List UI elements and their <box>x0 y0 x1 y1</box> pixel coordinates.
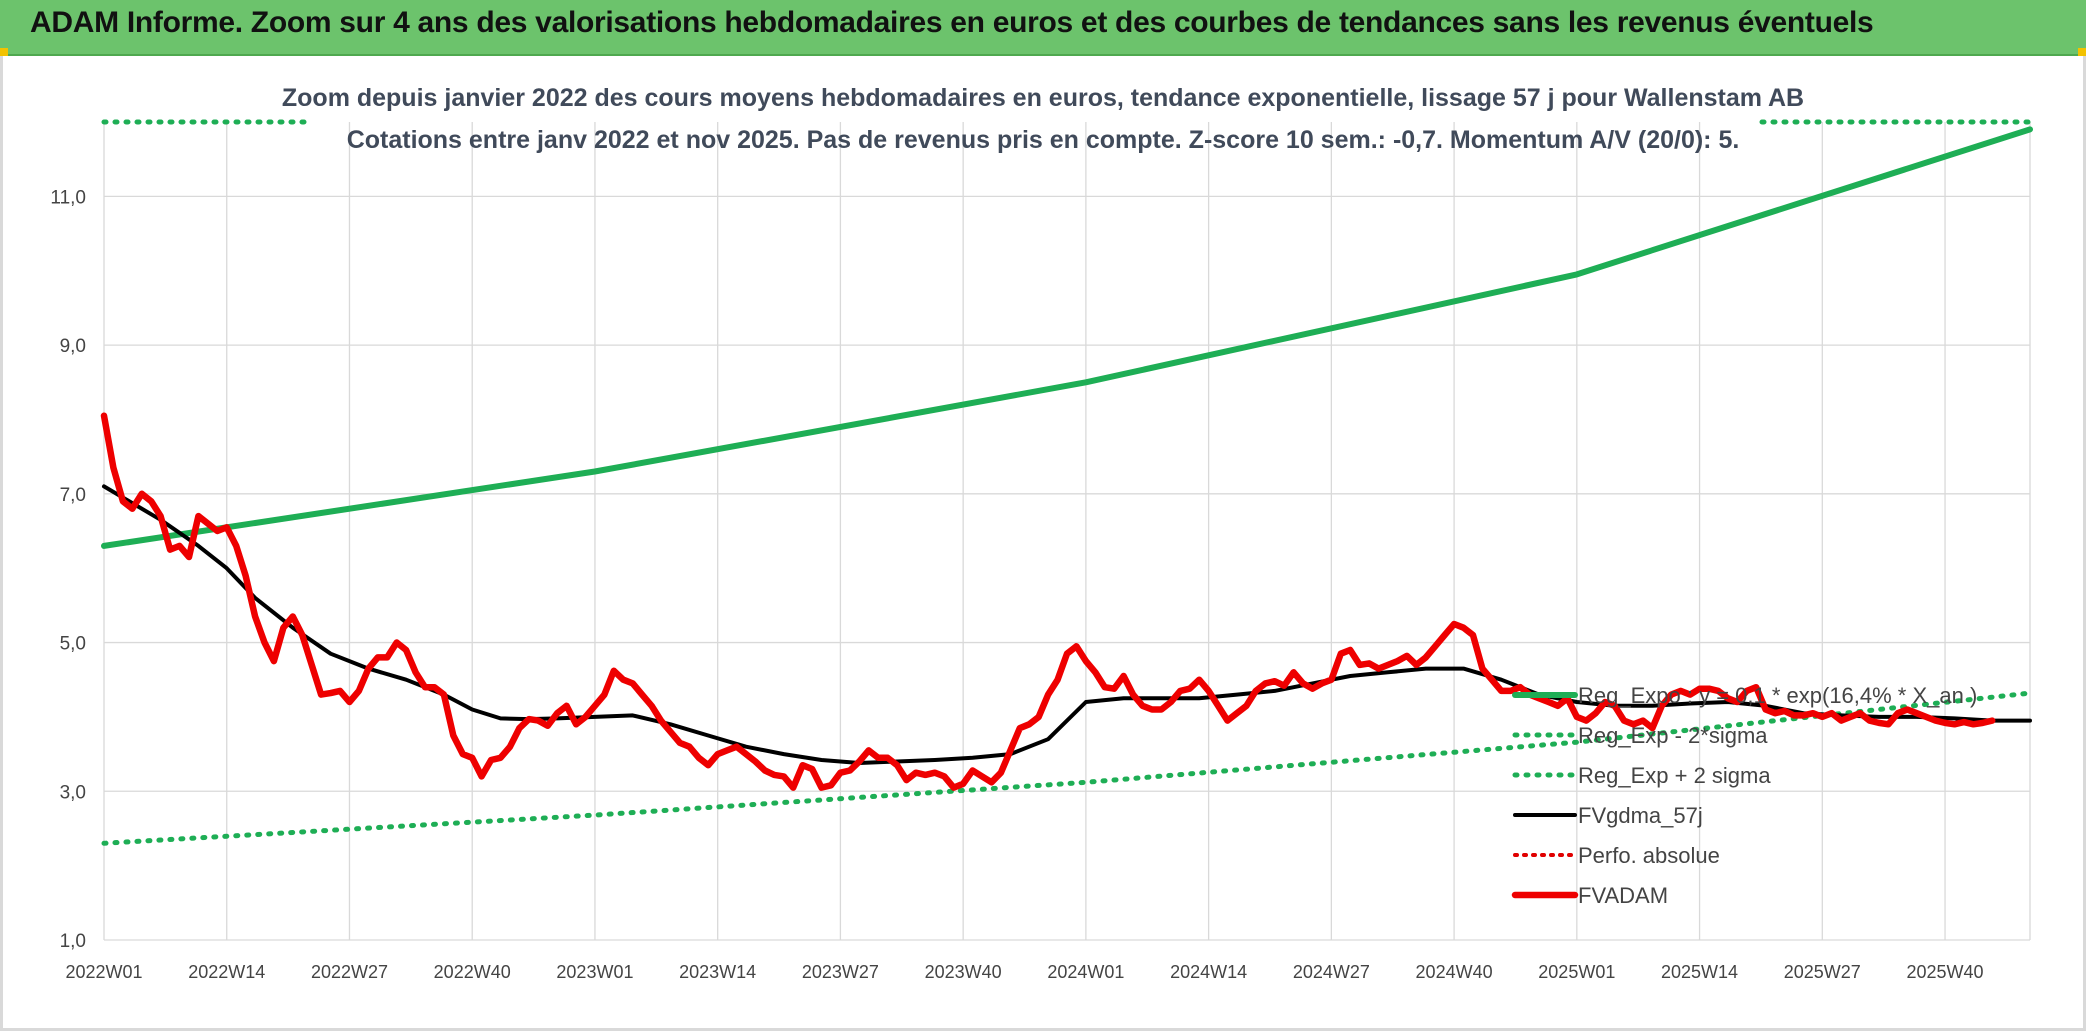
banner-corner-left <box>0 48 8 56</box>
x-tick-label: 2023W14 <box>679 962 756 982</box>
x-tick-label: 2022W27 <box>311 962 388 982</box>
x-tick-label: 2023W01 <box>556 962 633 982</box>
x-tick-label: 2025W27 <box>1784 962 1861 982</box>
y-tick-label: 7,0 <box>60 485 86 506</box>
page-title: ADAM Informe. Zoom sur 4 ans des valoris… <box>30 6 1874 39</box>
y-tick-label: 11,0 <box>50 187 86 208</box>
x-tick-label: 2024W14 <box>1170 962 1247 982</box>
x-tick-label: 2024W40 <box>1416 962 1493 982</box>
chart-series <box>100 119 2033 846</box>
y-tick-label: 9,0 <box>60 336 86 357</box>
series-line-5 <box>100 412 1996 791</box>
x-tick-label: 2024W27 <box>1293 962 1370 982</box>
x-tick-label: 2024W01 <box>1047 962 1124 982</box>
x-tick-label: 2025W01 <box>1538 962 1615 982</box>
y-tick-label: 1,0 <box>60 931 86 952</box>
chart-subtitle: Cotations entre janv 2022 et nov 2025. P… <box>346 126 1740 154</box>
title-banner: ADAM Informe. Zoom sur 4 ans des valoris… <box>0 0 2086 56</box>
x-tick-label: 2023W27 <box>802 962 879 982</box>
chart-title: Zoom depuis janvier 2022 des cours moyen… <box>281 84 1805 112</box>
x-tick-label: 2022W01 <box>65 962 142 982</box>
y-tick-label: 3,0 <box>60 782 86 803</box>
series-line-3 <box>102 484 2032 765</box>
y-tick-label: 5,0 <box>60 634 86 655</box>
series-line-1 <box>101 690 2033 846</box>
series-line-0 <box>101 126 2033 549</box>
x-tick-label: 2025W40 <box>1906 962 1983 982</box>
y-axis-ticks: 1,0 3,0 5,0 7,0 9,0 11,0 <box>50 187 86 952</box>
x-tick-label: 2022W14 <box>188 962 265 982</box>
x-tick-label: 2025W14 <box>1661 962 1738 982</box>
x-tick-label: 2022W40 <box>434 962 511 982</box>
chart-grid <box>103 122 2031 941</box>
x-tick-label: 2023W40 <box>925 962 1002 982</box>
x-axis-ticks: 2022W01 2022W14 2022W27 2022W40 2023W01 2023W… <box>65 962 1983 982</box>
banner-corner-right <box>2078 48 2086 56</box>
